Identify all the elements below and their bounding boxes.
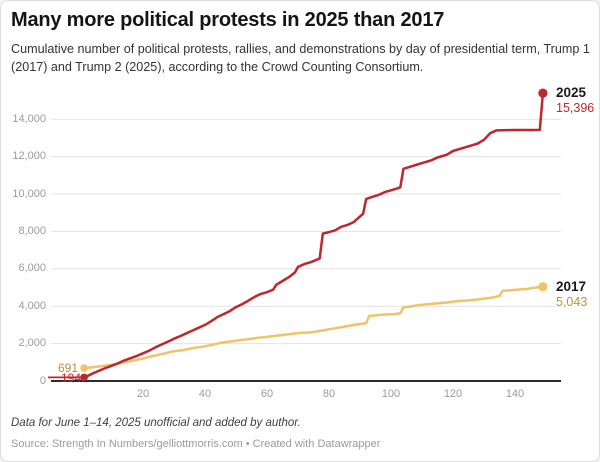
x-axis-label-100: 100 [381, 388, 401, 400]
start-value-label-2025: 194 [60, 370, 81, 385]
point-2017-start [80, 364, 88, 372]
point-2025-end [538, 88, 548, 98]
x-axis-label-120: 120 [443, 388, 463, 400]
y-axis-label-8000: 8,000 [18, 224, 46, 237]
x-axis-label-40: 40 [198, 388, 212, 400]
series-line-2025 [82, 91, 545, 379]
x-axis-label-140: 140 [505, 388, 525, 400]
start-value-label-2017: 691 [57, 361, 78, 375]
x-axis-label-60: 60 [260, 388, 274, 400]
chart-footnote: Data for June 1–14, 2025 unofficial and … [11, 417, 301, 429]
chart-title: Many more political protests in 2025 tha… [11, 9, 445, 31]
point-2017-end [538, 282, 548, 292]
y-axis-label-4000: 4,000 [18, 299, 46, 312]
series-end-label-2025: 2025 [556, 85, 587, 100]
x-axis-label-20: 20 [136, 388, 150, 400]
y-axis-label-14000: 14,000 [12, 112, 46, 125]
series-line-2017 [82, 285, 545, 370]
series-end-value-2017: 5,043 [556, 295, 588, 309]
series-end-label-2017: 2017 [556, 279, 587, 294]
y-axis-label-10000: 10,000 [12, 187, 46, 200]
y-axis-label-12000: 12,000 [12, 150, 46, 163]
series-end-value-2025: 15,396 [556, 101, 595, 115]
y-axis-label-6000: 6,000 [18, 262, 46, 275]
point-2025-start [80, 373, 88, 382]
chart-subtitle: Cumulative number of political protests,… [11, 42, 590, 74]
y-axis-label-2000: 2,000 [18, 337, 46, 350]
x-axis-label-80: 80 [322, 388, 336, 400]
chart-source-line: Source: Strength In Numbers/gelliottmorr… [11, 438, 381, 450]
y-axis-label-0: 0 [39, 374, 46, 387]
